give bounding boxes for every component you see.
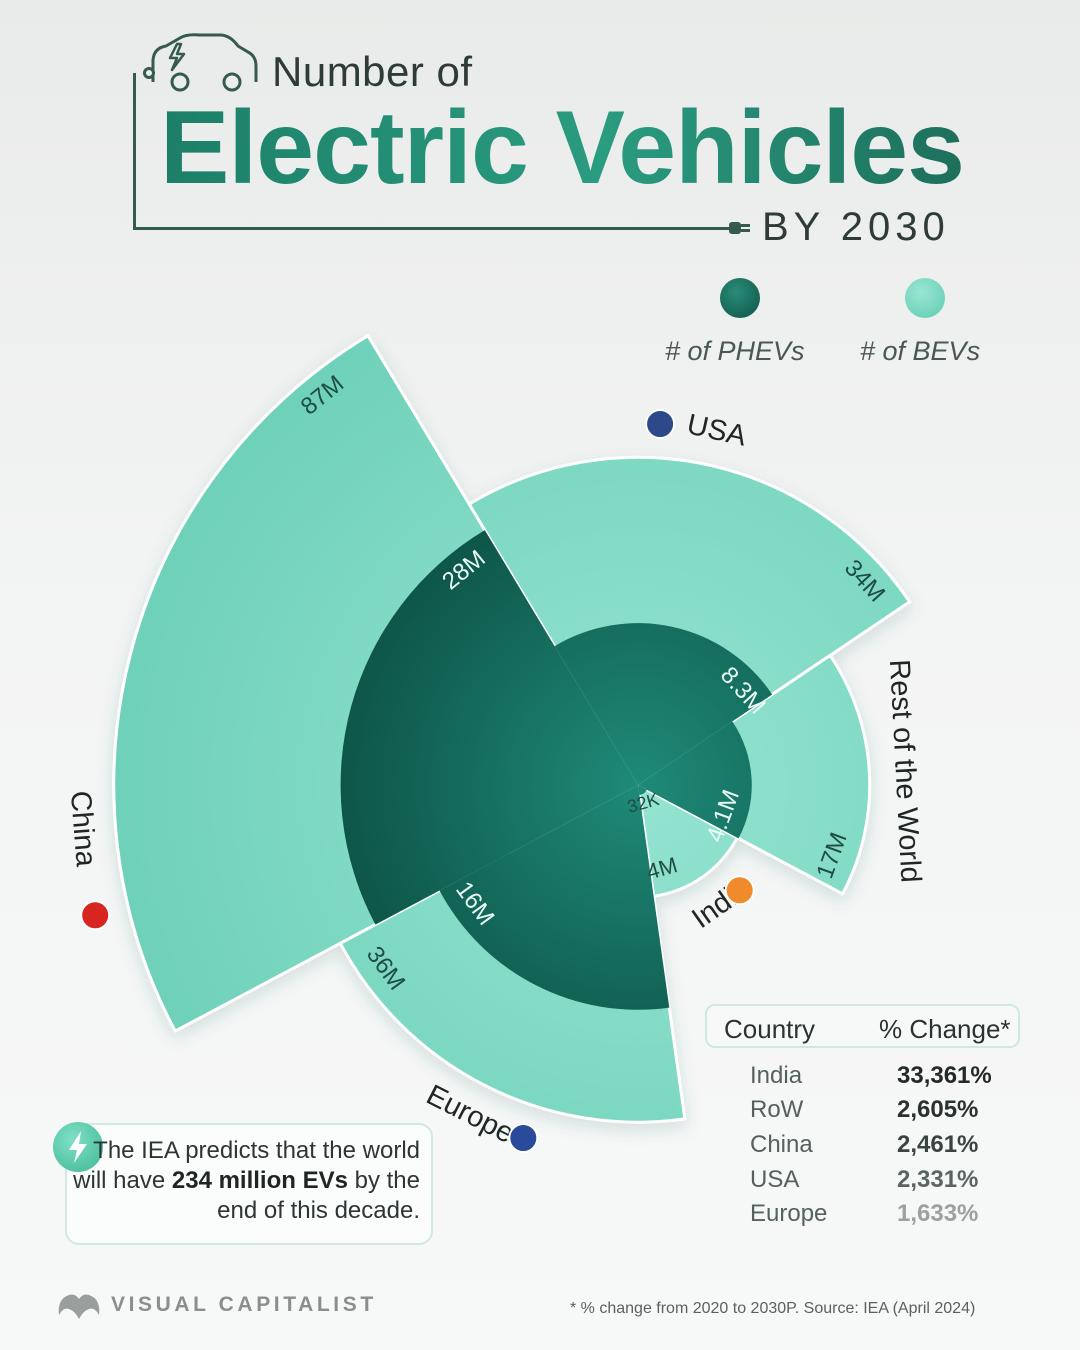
legend-swatch-bev: [905, 278, 945, 318]
table-row-country: China: [750, 1131, 813, 1158]
table-header: Country % Change*: [705, 1004, 1020, 1048]
brand-name: VISUAL CAPITALIST: [111, 1293, 377, 1316]
source-note: * % change from 2020 to 2030P. Source: I…: [570, 1300, 976, 1317]
table-row-change: 1,633%: [897, 1200, 979, 1227]
table-row-country: Europe: [750, 1200, 828, 1227]
electric-car-icon: [151, 33, 258, 92]
phev-wedge-china: [340, 530, 638, 925]
legend-swatch-phev: [720, 278, 760, 318]
category-label-usa: USA: [684, 409, 750, 453]
title-line-3: BY 2030: [762, 205, 950, 249]
phev-wedge-usa: [554, 623, 773, 785]
table-row-country: RoW: [750, 1096, 804, 1123]
flag-icon-india: [724, 875, 755, 906]
visual-capitalist-logo-icon: [58, 1294, 100, 1319]
phev-wedge-india: [638, 785, 647, 795]
title-line-1: Number of: [272, 48, 473, 95]
flag-icon-usa: [645, 409, 676, 439]
bev-wedge-india: [636, 783, 739, 898]
flag-icon-europe: [508, 1123, 539, 1153]
phev-wedge-europe: [439, 785, 670, 1010]
category-label-china: China: [64, 790, 102, 869]
title-frame: [133, 73, 736, 230]
plug-icon: [729, 222, 750, 234]
legend-label-phev: # of PHEVs: [665, 336, 805, 366]
column-header-change: % Change*: [879, 1014, 1011, 1044]
page-title: Electric Vehicles: [160, 90, 965, 206]
callout-box: [65, 1123, 433, 1245]
table-row-change: 2,331%: [897, 1166, 979, 1193]
category-label-rest-of-the-world: Rest of the World: [883, 659, 927, 884]
lightning-bolt-icon: [53, 1122, 103, 1172]
callout-text: The IEA predicts that the world will hav…: [73, 1137, 420, 1224]
bev-wedge-rest-of-the-world: [636, 653, 872, 896]
bev-wedge-usa: [467, 455, 912, 787]
phev-wedge-rest-of-the-world: [638, 721, 752, 839]
table-row-change: 33,361%: [897, 1062, 992, 1089]
table-row-country: India: [750, 1062, 803, 1089]
flag-icon-china: [80, 900, 111, 931]
legend-label-bev: # of BEVs: [860, 336, 981, 366]
table-row-country: USA: [750, 1166, 800, 1193]
column-header-country: Country: [724, 1014, 816, 1044]
frame-start-dot: [143, 67, 155, 79]
table-row-change: 2,461%: [897, 1131, 979, 1158]
table-row-change: 2,605%: [897, 1096, 979, 1123]
